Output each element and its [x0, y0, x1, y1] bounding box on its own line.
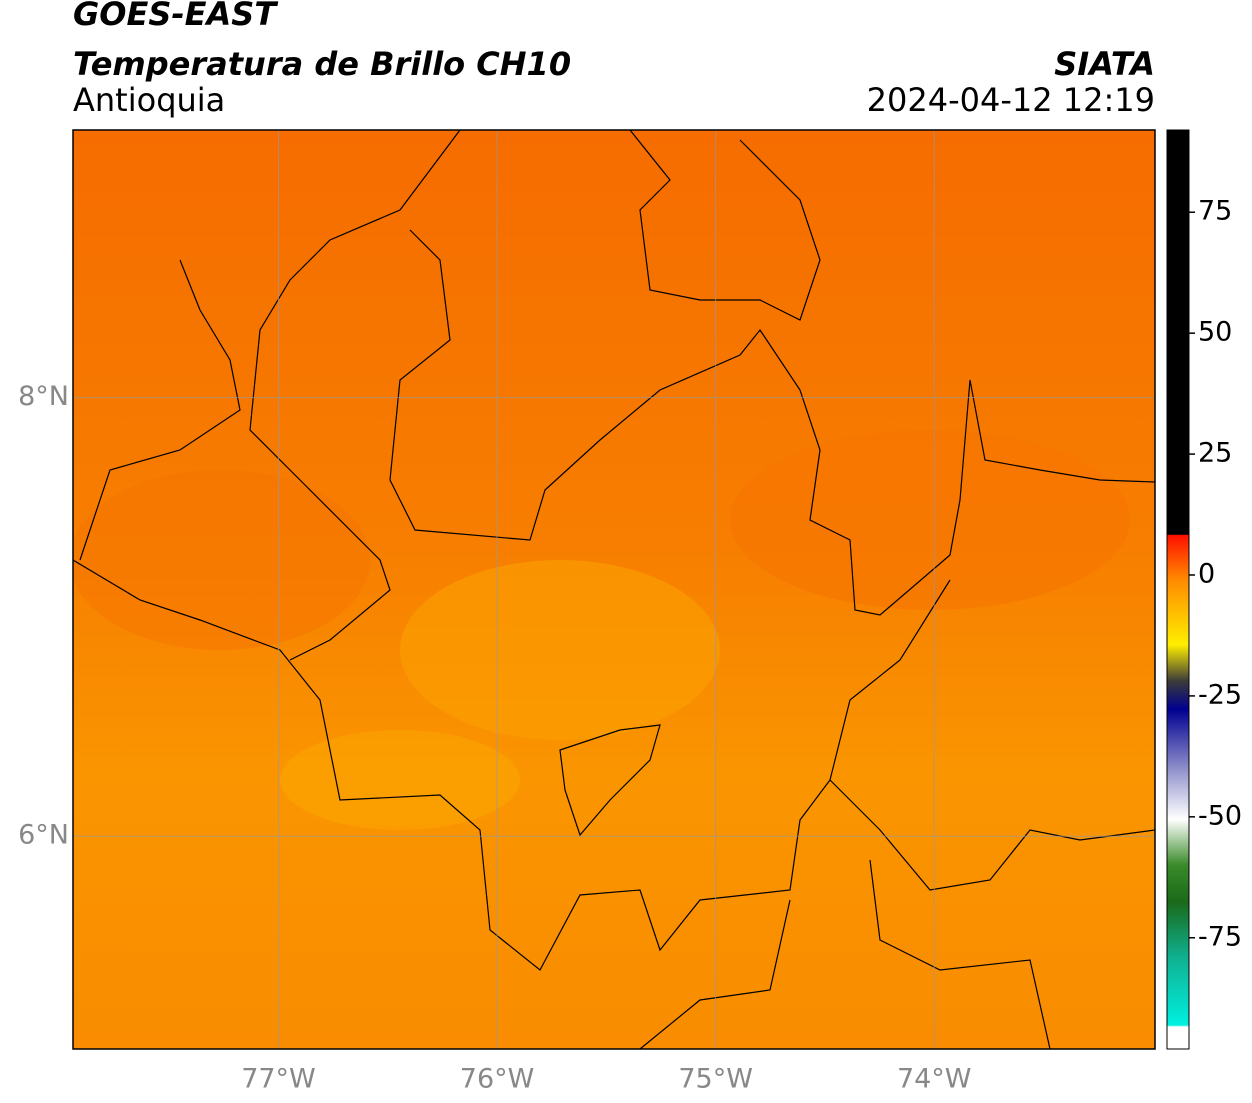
border	[639, 899, 791, 1049]
warm-area	[280, 730, 520, 830]
lon-tick-label: 77°W	[241, 1064, 316, 1095]
source: SIATA	[1054, 45, 1155, 83]
warm-area	[400, 560, 720, 740]
border	[869, 859, 1051, 1049]
cool-area	[730, 430, 1130, 610]
colorbar-tick-label: 50	[1198, 317, 1232, 348]
colorbar-tick-label: -25	[1198, 679, 1242, 710]
border	[829, 779, 1155, 891]
ticks: 77°W 76°W 75°W 74°W 8°N 6°N 75 50 25 0 -25 -50 -75	[18, 196, 1242, 1095]
border	[629, 130, 821, 321]
colorbar-tick-label: -50	[1198, 800, 1242, 831]
coastline	[249, 130, 461, 661]
colorbar	[1166, 129, 1190, 1050]
border	[73, 559, 951, 971]
cool-area	[73, 470, 370, 650]
colorbar-tick-label: -75	[1198, 921, 1242, 952]
map	[73, 130, 1155, 1049]
datetime: 2024-04-12 12:19	[867, 81, 1155, 119]
colorbar-tick-label: 0	[1198, 558, 1215, 589]
colorbar-tick-label: 25	[1198, 438, 1232, 469]
colorbar-tick-label: 75	[1198, 196, 1232, 227]
region: Antioquia	[73, 81, 225, 119]
coastline	[79, 259, 241, 561]
lon-tick-label: 76°W	[460, 1064, 535, 1095]
satellite: GOES-EAST	[73, 0, 278, 33]
lon-tick-label: 75°W	[678, 1064, 753, 1095]
graticule	[73, 130, 1155, 1049]
lat-tick-label: 6°N	[18, 820, 69, 851]
border	[389, 229, 1155, 616]
map-frame	[72, 129, 1156, 1050]
lat-tick-label: 8°N	[18, 381, 69, 412]
border	[559, 724, 661, 837]
product: Temperatura de Brillo CH10	[73, 45, 571, 83]
lon-tick-label: 74°W	[897, 1064, 972, 1095]
